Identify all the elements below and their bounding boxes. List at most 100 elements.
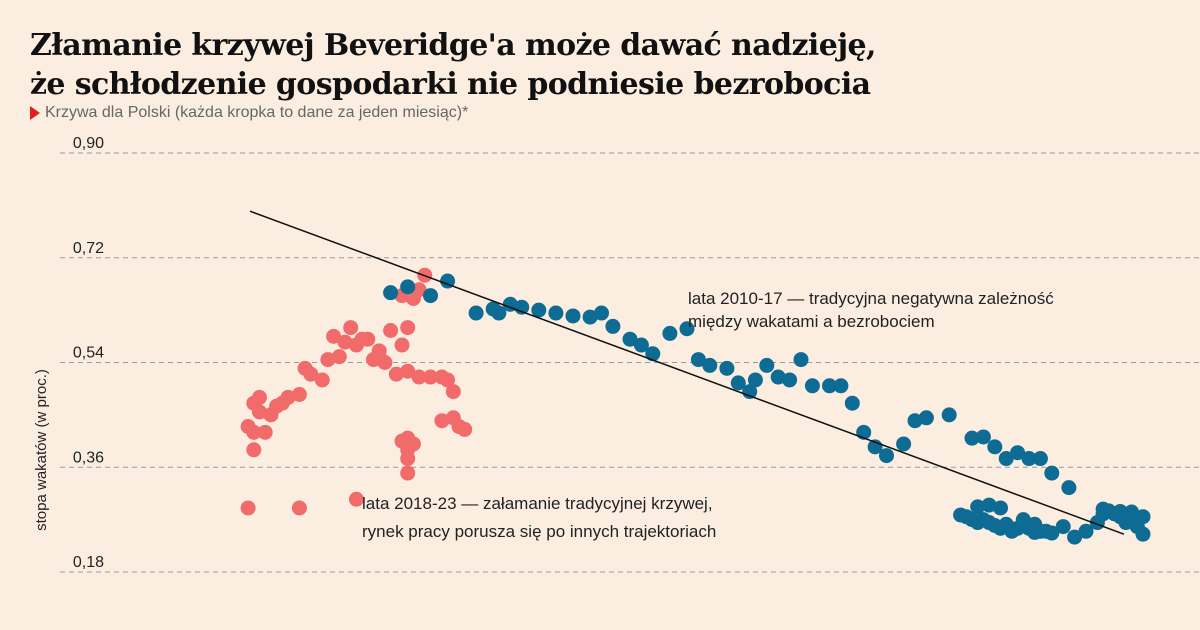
data-point xyxy=(1061,480,1077,496)
annotation-2018-23-line-2: rynek pracy porusza się po innych trajek… xyxy=(362,522,716,541)
data-point xyxy=(582,309,598,325)
data-point xyxy=(280,389,296,405)
annotation-2010-17-line-2: między wakatami a bezrobociem xyxy=(688,312,935,331)
data-point xyxy=(702,357,718,373)
data-point xyxy=(297,360,313,376)
data-point xyxy=(434,413,450,429)
data-point xyxy=(394,337,410,353)
data-point xyxy=(252,389,267,405)
data-point xyxy=(1044,465,1060,481)
data-point xyxy=(246,442,262,458)
data-point xyxy=(879,448,894,464)
chart-subtitle: Krzywa dla Polski (każda kropka to dane … xyxy=(30,104,468,122)
data-point xyxy=(918,410,934,426)
data-point xyxy=(782,372,798,388)
data-point xyxy=(411,369,427,385)
data-point xyxy=(719,360,735,376)
data-point xyxy=(440,273,456,289)
grid xyxy=(60,152,1200,573)
data-point xyxy=(1015,512,1031,528)
title-line-1: Złamanie krzywej Beveridge'a może dawać … xyxy=(30,28,876,63)
y-axis-ticks: 0,90 0,72 0,54 0,36 0,18 xyxy=(73,135,104,571)
data-point xyxy=(1067,529,1083,545)
data-point xyxy=(1135,526,1151,542)
data-point xyxy=(964,430,980,446)
data-point xyxy=(690,352,706,368)
data-point xyxy=(833,378,849,394)
chart-title: Złamanie krzywej Beveridge'a może dawać … xyxy=(30,26,876,104)
data-point xyxy=(257,424,273,440)
data-point xyxy=(343,320,359,336)
data-point xyxy=(1095,501,1111,517)
data-point xyxy=(468,305,484,321)
data-point xyxy=(844,395,860,411)
data-point xyxy=(747,372,763,388)
data-point xyxy=(896,436,912,452)
data-point xyxy=(291,500,307,516)
data-point xyxy=(633,337,649,353)
data-point xyxy=(291,387,307,403)
data-point xyxy=(594,305,609,321)
data-point xyxy=(970,499,986,515)
data-point xyxy=(331,349,347,365)
data-point xyxy=(993,500,1008,516)
data-point xyxy=(314,372,330,388)
data-point xyxy=(987,439,1003,455)
data-point xyxy=(793,352,809,368)
data-point xyxy=(679,321,695,337)
data-point xyxy=(1124,504,1140,520)
data-point xyxy=(491,305,507,321)
data-point xyxy=(730,375,746,391)
y-tick-label: 0,90 xyxy=(73,135,104,152)
data-point xyxy=(337,334,353,350)
data-point xyxy=(400,465,416,481)
data-point xyxy=(383,285,399,301)
title-line-2: że schłodzenie gospodarki nie podniesie … xyxy=(30,67,871,102)
annotation-2018-23-line-1: lata 2018-23 — załamanie tradycyjnej krz… xyxy=(362,494,713,513)
data-point xyxy=(246,424,262,440)
data-point xyxy=(514,299,530,315)
data-point xyxy=(770,369,786,385)
data-point xyxy=(1032,451,1048,467)
data-point xyxy=(645,346,661,362)
data-point xyxy=(662,325,678,341)
data-point xyxy=(388,366,404,382)
data-point xyxy=(400,451,416,467)
data-point xyxy=(400,320,416,336)
data-point xyxy=(998,451,1014,467)
data-point xyxy=(622,331,638,347)
data-point xyxy=(822,378,837,394)
data-point xyxy=(1078,523,1094,539)
data-point xyxy=(371,349,387,365)
data-point xyxy=(1044,525,1060,541)
series-2010-17 xyxy=(383,273,1151,545)
series-2018-23 xyxy=(240,267,473,516)
data-point xyxy=(1027,516,1043,532)
data-point xyxy=(423,369,438,385)
data-point xyxy=(531,302,547,318)
data-point xyxy=(759,357,775,373)
data-point xyxy=(605,318,621,334)
data-point xyxy=(1055,519,1071,535)
data-point xyxy=(548,305,564,321)
annotation-2010-17-line-1: lata 2010-17 — tradycyjna negatywna zale… xyxy=(688,289,1054,308)
data-point xyxy=(326,328,342,344)
y-tick-label: 0,72 xyxy=(73,240,104,257)
data-point xyxy=(360,331,376,347)
data-point xyxy=(445,384,461,400)
data-point xyxy=(348,491,364,507)
data-point xyxy=(400,279,416,295)
data-point xyxy=(981,497,997,513)
data-point xyxy=(400,363,416,379)
y-tick-label: 0,54 xyxy=(73,345,104,362)
data-point xyxy=(383,322,399,338)
data-point xyxy=(320,352,336,368)
trend-line xyxy=(249,210,1125,535)
y-tick-label: 0,18 xyxy=(73,554,104,571)
data-point xyxy=(1021,451,1037,467)
data-point xyxy=(1112,503,1128,519)
data-point xyxy=(457,421,473,437)
data-point xyxy=(804,378,820,394)
data-point xyxy=(240,500,256,516)
